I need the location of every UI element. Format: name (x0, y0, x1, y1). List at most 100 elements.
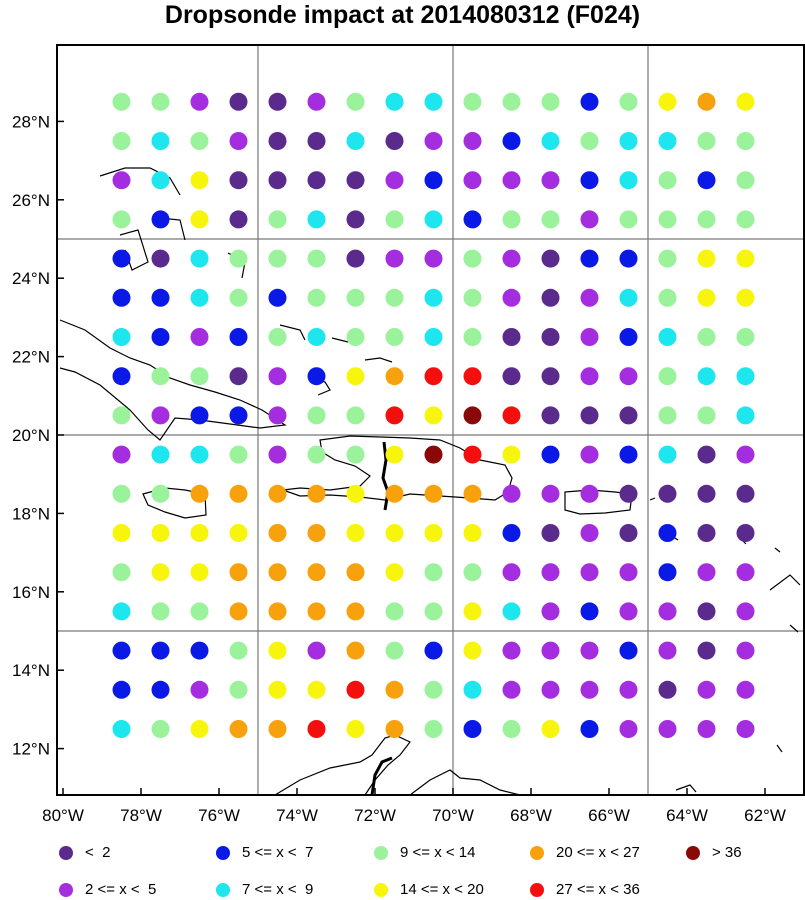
impact-point (697, 524, 716, 542)
impact-point (658, 249, 677, 268)
impact-point (541, 210, 560, 229)
impact-point (151, 171, 170, 190)
impact-point (619, 524, 638, 542)
grid-lines (57, 45, 804, 795)
impact-point (463, 171, 482, 190)
impact-point (463, 720, 482, 738)
lon-tick-label: 64°W (666, 806, 708, 825)
impact-point (424, 210, 443, 229)
impact-point (385, 445, 404, 464)
impact-point (151, 406, 170, 425)
impact-point (463, 92, 482, 111)
impact-point (112, 641, 131, 660)
impact-point (151, 249, 170, 268)
impact-point (619, 680, 638, 699)
impact-point (190, 602, 209, 621)
impact-point (502, 171, 521, 190)
impact-point (346, 484, 365, 503)
impact-point (658, 92, 677, 111)
impact-point (190, 445, 209, 464)
lat-tick-label: 22°N (12, 348, 50, 367)
impact-point (463, 563, 482, 582)
impact-point (112, 288, 131, 307)
coastlines (59, 167, 801, 796)
impact-point (658, 132, 677, 150)
impact-point (580, 92, 599, 111)
impact-point (619, 132, 638, 150)
impact-point (229, 92, 248, 111)
impact-point (697, 328, 716, 346)
impact-point (190, 641, 209, 660)
impact-point (424, 680, 443, 699)
impact-point (190, 406, 209, 425)
impact-point (463, 524, 482, 542)
impact-point (463, 328, 482, 346)
impact-point (580, 602, 599, 621)
impact-point (346, 249, 365, 268)
impact-point (385, 720, 404, 738)
impact-point (580, 484, 599, 503)
impact-point (385, 210, 404, 229)
impact-point (736, 367, 755, 386)
impact-point (424, 563, 443, 582)
impact-point (385, 132, 404, 150)
impact-point (346, 720, 365, 738)
impact-point (346, 171, 365, 190)
impact-point (190, 288, 209, 307)
impact-point (658, 680, 677, 699)
impact-point (658, 641, 677, 660)
impact-point (424, 288, 443, 307)
impact-point (619, 720, 638, 738)
impact-point (697, 288, 716, 307)
impact-point (229, 288, 248, 307)
impact-point (151, 328, 170, 346)
impact-point (112, 328, 131, 346)
impact-point (385, 406, 404, 425)
lon-tick-label: 76°W (198, 806, 240, 825)
impact-point (580, 288, 599, 307)
impact-point (424, 367, 443, 386)
impact-point (541, 680, 560, 699)
impact-point (424, 641, 443, 660)
impact-point (658, 563, 677, 582)
impact-point (541, 720, 560, 738)
impact-point (463, 445, 482, 464)
impact-point (463, 406, 482, 425)
impact-point (502, 406, 521, 425)
impact-point (736, 563, 755, 582)
impact-point (502, 641, 521, 660)
impact-point (112, 171, 131, 190)
impact-point (385, 249, 404, 268)
impact-point (463, 132, 482, 150)
impact-point (580, 720, 599, 738)
impact-point (697, 602, 716, 621)
impact-point (151, 445, 170, 464)
lat-tick-label: 24°N (12, 269, 50, 288)
impact-point (346, 132, 365, 150)
impact-point (619, 210, 638, 229)
impact-point (151, 367, 170, 386)
impact-point (112, 563, 131, 582)
lat-tick-label: 12°N (12, 740, 50, 759)
impact-point (385, 92, 404, 111)
impact-point (502, 602, 521, 621)
bahamas-islands (99, 167, 393, 396)
impact-point (151, 210, 170, 229)
impact-point (580, 328, 599, 346)
impact-point (346, 288, 365, 307)
impact-point (268, 445, 287, 464)
impact-point (736, 602, 755, 621)
impact-point (385, 524, 404, 542)
impact-point (385, 171, 404, 190)
impact-point (151, 484, 170, 503)
impact-point (190, 524, 209, 542)
impact-point (229, 171, 248, 190)
impact-point (190, 132, 209, 150)
impact-point (658, 484, 677, 503)
impact-point (112, 445, 131, 464)
impact-point (619, 445, 638, 464)
impact-point (424, 171, 443, 190)
impact-point (541, 602, 560, 621)
lon-tick-label: 78°W (120, 806, 162, 825)
impact-point (151, 563, 170, 582)
